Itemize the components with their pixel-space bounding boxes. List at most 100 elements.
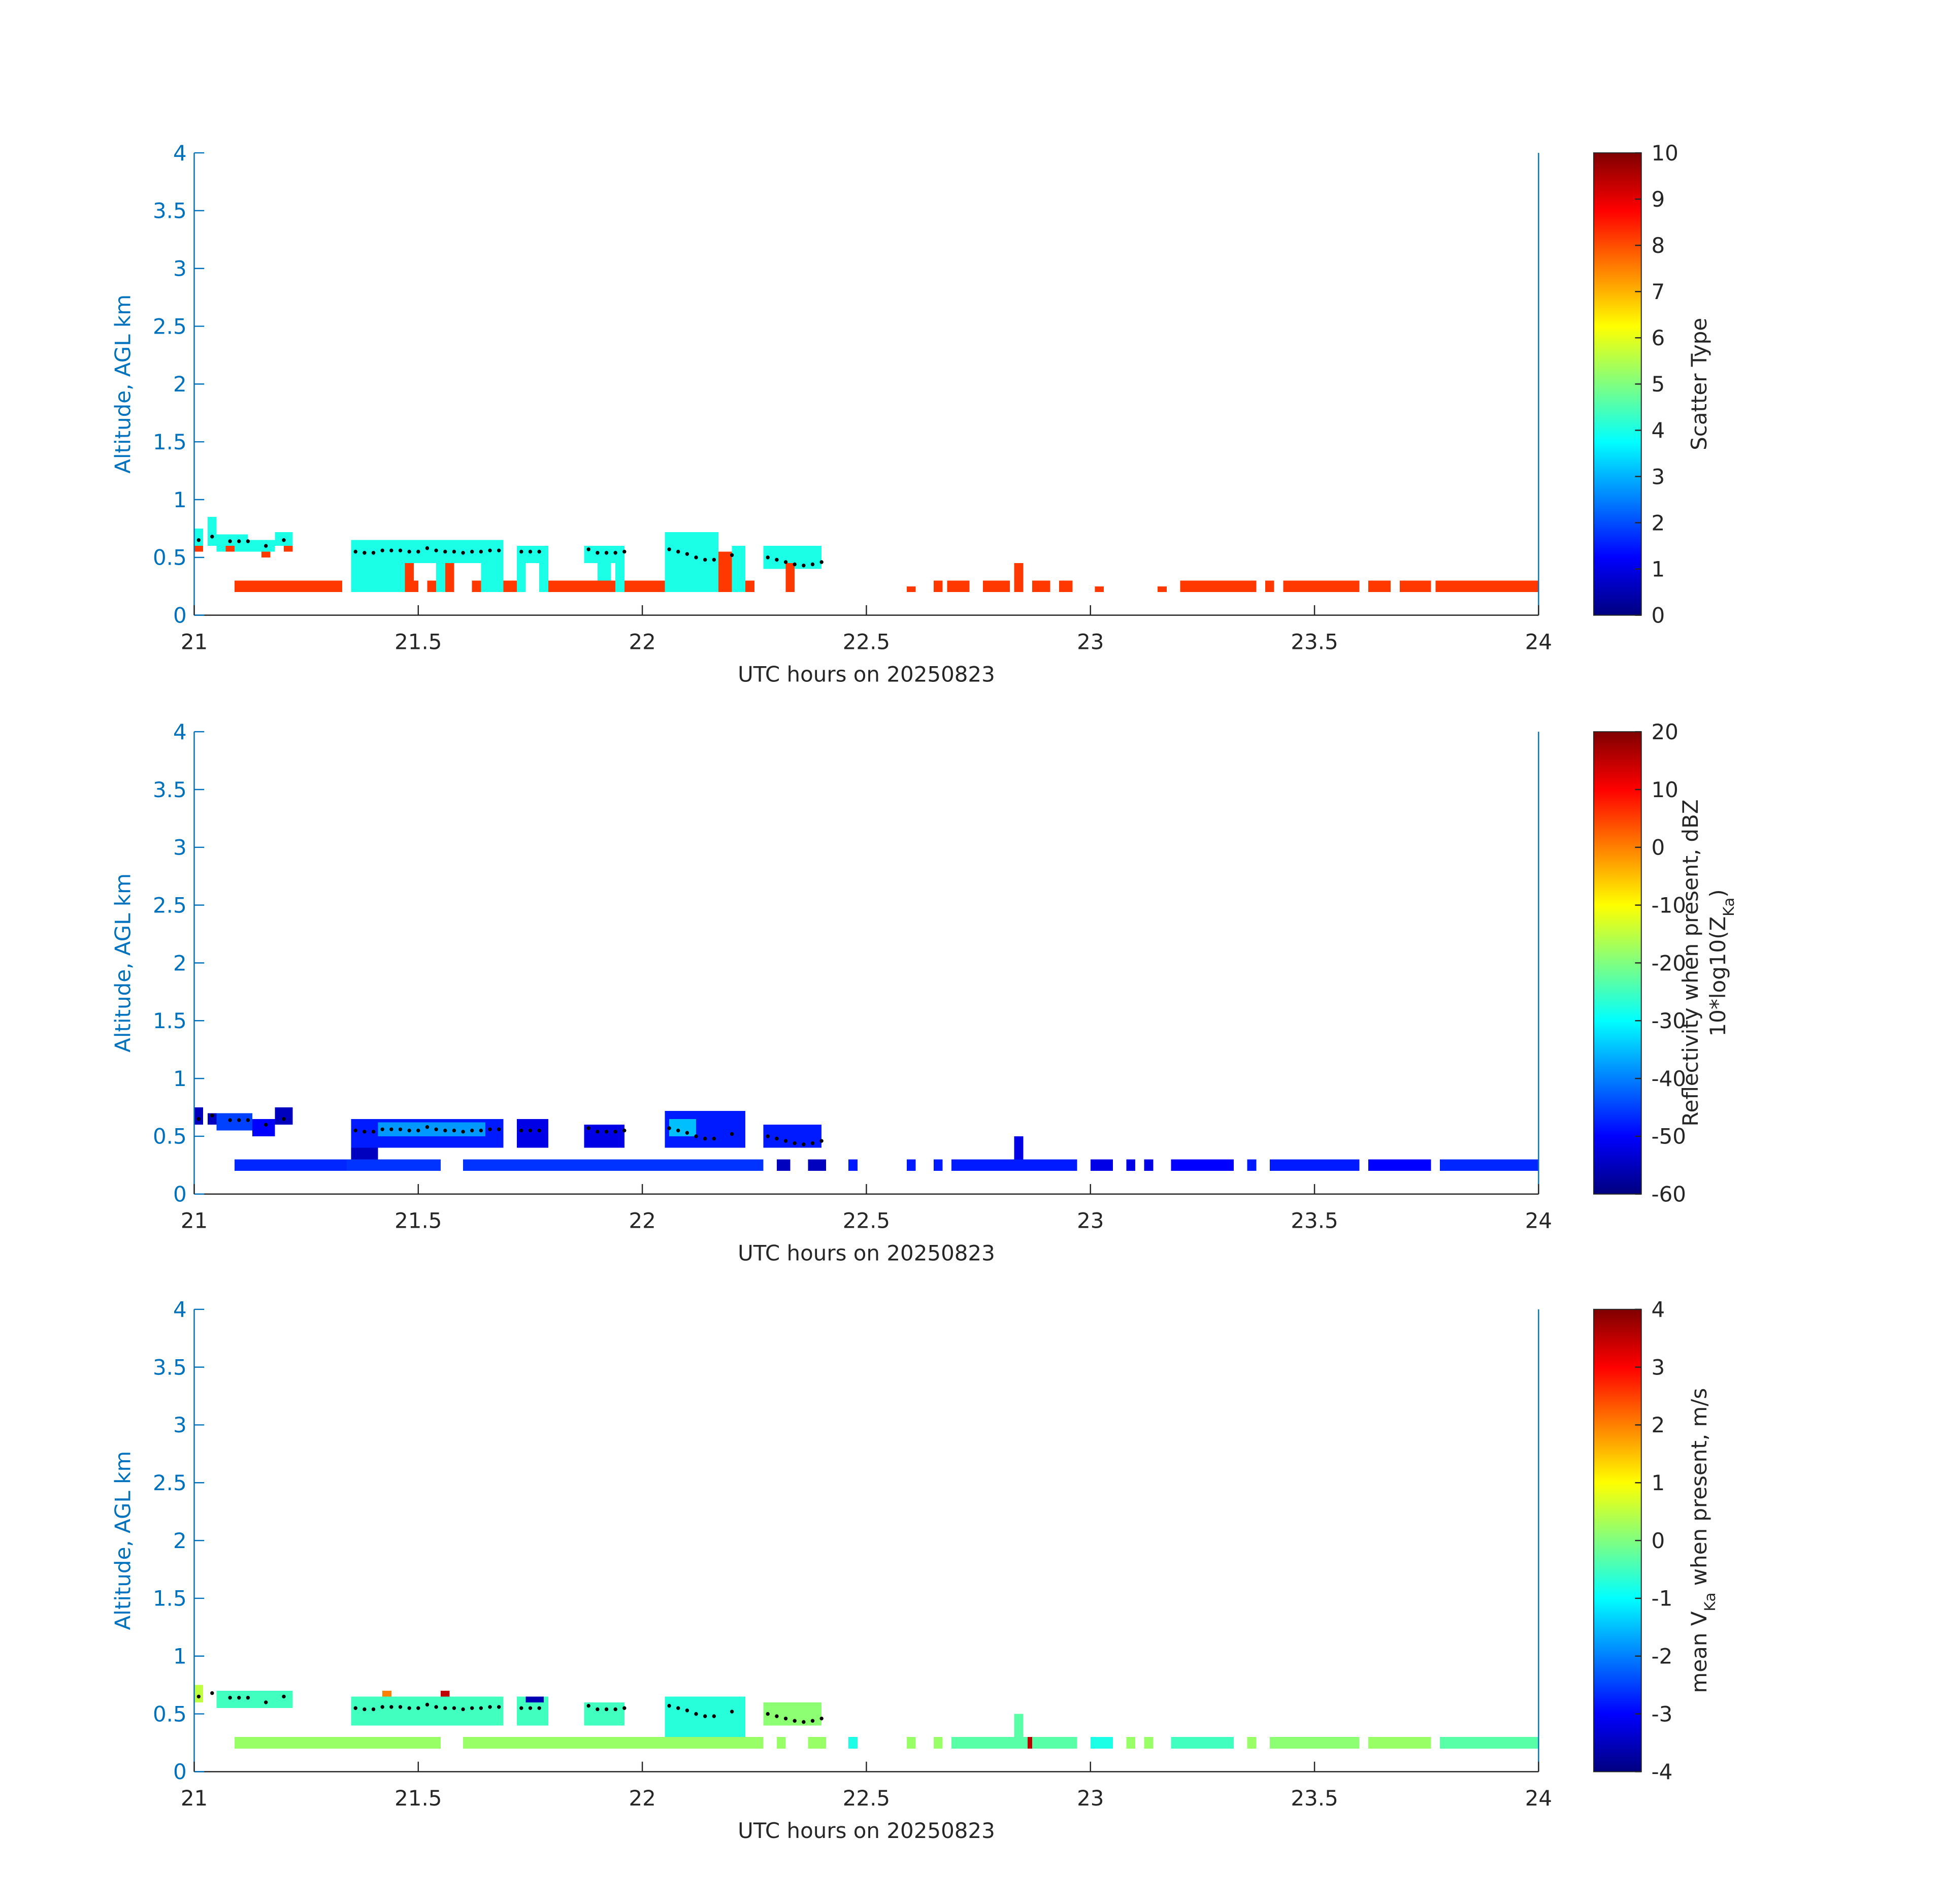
x-tick-label: 22.5 xyxy=(843,629,890,654)
cell xyxy=(1399,580,1431,593)
point xyxy=(479,1128,483,1133)
cell xyxy=(745,580,754,593)
point xyxy=(389,1127,393,1131)
point xyxy=(519,1128,523,1133)
cell xyxy=(1368,1159,1431,1171)
point xyxy=(793,562,797,567)
point xyxy=(228,1695,232,1700)
point xyxy=(353,1128,357,1133)
point xyxy=(703,1136,707,1141)
point xyxy=(488,548,492,552)
x-tick-label: 23 xyxy=(1077,1208,1104,1233)
colorbar-tick-label: 2 xyxy=(1651,510,1665,535)
cell xyxy=(951,1159,1077,1171)
x-axis-label: UTC hours on 20250823 xyxy=(738,1241,995,1266)
cell xyxy=(440,1691,450,1697)
cell xyxy=(1269,1159,1360,1171)
y-tick-label: 3 xyxy=(173,1413,187,1437)
cell xyxy=(548,580,611,593)
point xyxy=(586,1126,590,1130)
cell xyxy=(252,1119,275,1136)
cell xyxy=(207,517,217,546)
cell xyxy=(808,1737,827,1749)
x-tick-label: 21.5 xyxy=(394,629,442,654)
point xyxy=(497,548,501,552)
cell xyxy=(732,546,746,593)
point xyxy=(783,560,788,564)
point xyxy=(793,1719,797,1723)
cell xyxy=(1435,580,1539,593)
colorbar-tick-label: 7 xyxy=(1651,279,1665,304)
y-tick-label: 2.5 xyxy=(153,1470,187,1495)
y-tick-label: 4 xyxy=(173,141,187,166)
point xyxy=(416,549,420,554)
cell xyxy=(1090,1159,1113,1171)
x-tick-label: 23 xyxy=(1077,1786,1104,1811)
cell xyxy=(933,1737,943,1749)
x-tick-label: 21 xyxy=(181,629,208,654)
point xyxy=(793,1141,797,1145)
subscript: Ka xyxy=(1701,1593,1719,1612)
cell xyxy=(1014,1714,1024,1737)
y-tick-label: 1 xyxy=(173,1066,187,1091)
colorbar xyxy=(1593,731,1642,1195)
cell xyxy=(382,1691,391,1697)
cell xyxy=(1171,1737,1234,1749)
point xyxy=(537,1706,541,1710)
cell xyxy=(665,532,719,593)
point xyxy=(380,548,384,552)
colorbar-tick-label: 20 xyxy=(1651,719,1678,744)
y-tick-label: 3.5 xyxy=(153,1355,187,1380)
colorbar-tick-label: 4 xyxy=(1651,418,1665,443)
point xyxy=(425,546,430,550)
point xyxy=(596,1130,600,1134)
colorbar-label: Scatter Type xyxy=(1687,318,1711,450)
y-tick-label: 0 xyxy=(173,1182,187,1207)
point xyxy=(519,549,523,554)
cell xyxy=(1144,1159,1154,1171)
cell xyxy=(216,1113,253,1131)
cell xyxy=(808,1159,827,1171)
point xyxy=(596,551,600,555)
colorbar-tick-label: 6 xyxy=(1651,325,1665,350)
x-axis-label: UTC hours on 20250823 xyxy=(738,1818,995,1843)
point xyxy=(210,1113,214,1118)
point xyxy=(363,1707,367,1712)
point xyxy=(802,1142,806,1146)
point xyxy=(228,1118,232,1122)
y-tick-label: 2 xyxy=(173,372,187,397)
point xyxy=(461,551,465,555)
cell xyxy=(1032,580,1050,593)
cell xyxy=(615,546,624,593)
colorbar-tick-label: 0 xyxy=(1651,1528,1665,1553)
point xyxy=(353,1706,357,1710)
point xyxy=(703,1714,707,1718)
point xyxy=(604,1707,609,1712)
cell xyxy=(481,540,504,593)
cell xyxy=(194,1685,204,1702)
cell xyxy=(1090,1737,1113,1749)
label-part: 10*log10(Z xyxy=(1705,916,1730,1037)
cell xyxy=(427,580,437,593)
point xyxy=(237,1695,241,1700)
colorbar-tick-label: 8 xyxy=(1651,233,1665,258)
cell xyxy=(1368,580,1391,593)
cell xyxy=(933,1159,943,1171)
point xyxy=(685,1131,689,1135)
cell xyxy=(225,546,235,552)
x-tick-label: 24 xyxy=(1525,1208,1552,1233)
cell xyxy=(525,546,540,564)
cell xyxy=(351,1696,504,1726)
point xyxy=(434,1127,438,1131)
y-tick-label: 3 xyxy=(173,256,187,281)
point xyxy=(488,1705,492,1709)
cell xyxy=(516,1119,548,1148)
colorbar-tick-label: 4 xyxy=(1651,1297,1665,1322)
cell xyxy=(1180,580,1189,593)
cell xyxy=(346,1737,441,1749)
cell xyxy=(194,528,204,546)
point xyxy=(210,1691,214,1695)
cell xyxy=(1247,1737,1257,1749)
x-tick-label: 22.5 xyxy=(843,1786,890,1811)
cell xyxy=(216,1691,293,1709)
